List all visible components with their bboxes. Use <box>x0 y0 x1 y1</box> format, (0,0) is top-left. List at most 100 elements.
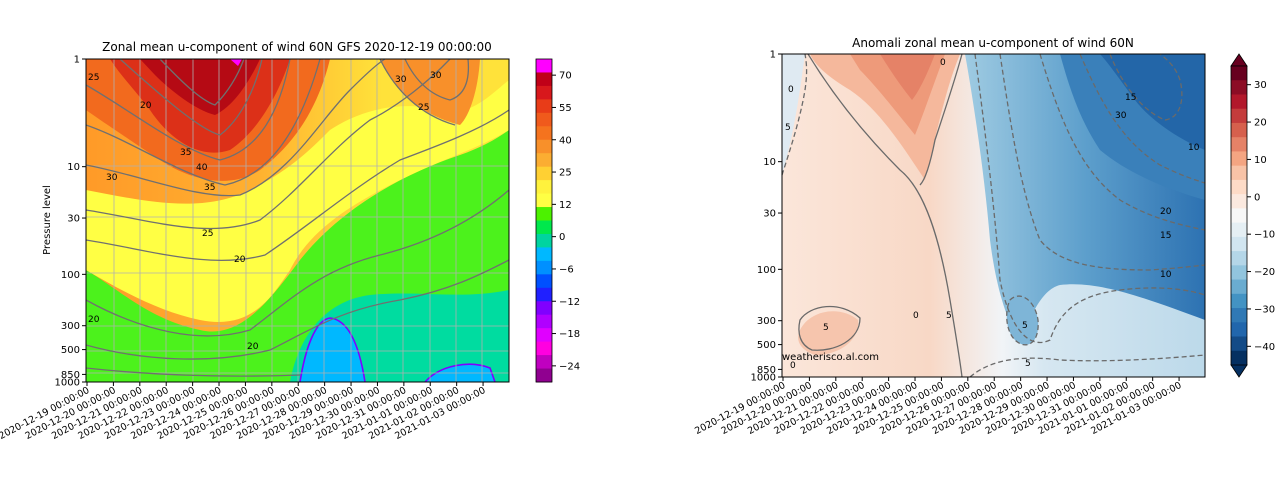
colorbar-tick-label: 0 <box>559 232 565 243</box>
y-tick-label: 1000 <box>751 373 776 384</box>
contour-label: 15 <box>1160 231 1171 241</box>
colorbar-swatch <box>536 180 552 195</box>
y-tick-label: 300 <box>757 316 776 327</box>
colorbar-swatch <box>1231 279 1247 295</box>
contour-label: 25 <box>88 73 99 83</box>
contour-label: 20 <box>140 101 152 111</box>
colorbar-extend-bottom <box>1230 364 1248 378</box>
chart-panel-right: Anomali zonal mean u-component of wind 6… <box>693 36 1275 437</box>
colorbar-swatch <box>536 341 552 356</box>
contour-label: 40 <box>196 163 208 173</box>
contour-labels: 0 5 0 5 5 0 5 15 30 10 20 15 10 5 0 <box>785 58 1200 371</box>
contour-lines <box>798 53 963 378</box>
colorbar-tick-label: 12 <box>559 200 572 211</box>
colorbar-swatch <box>536 328 552 343</box>
colorbar-swatch <box>1231 322 1247 338</box>
colorbar-tick-label: −40 <box>1254 342 1275 353</box>
colorbar-swatch <box>536 274 552 289</box>
colorbar-swatch <box>1231 336 1247 352</box>
colorbar-swatch <box>536 153 552 168</box>
contour-label: 5 <box>1025 359 1031 369</box>
contour-label: 20 <box>1160 207 1172 217</box>
contour-label: 10 <box>1160 270 1172 280</box>
contour-label: 10 <box>1188 143 1200 153</box>
colorbar-swatch <box>536 301 552 316</box>
colorbar-tick-label: −6 <box>559 264 574 275</box>
colorbar-swatch <box>1231 222 1247 238</box>
y-tick-label: 500 <box>757 340 776 351</box>
colorbar-tick-label: 10 <box>1254 155 1267 166</box>
contour-label: 5 <box>1022 321 1028 331</box>
colorbar-swatch <box>536 247 552 262</box>
y-tick-label: 30 <box>67 214 80 225</box>
colorbar-swatch <box>536 139 552 154</box>
colorbar-swatch <box>536 112 552 127</box>
colorbar-swatch <box>1231 251 1247 266</box>
colorbar-tick-label: −10 <box>1254 230 1275 241</box>
y-tick-label: 10 <box>763 157 776 168</box>
y-axis-label: Pressure level <box>42 185 53 255</box>
colorbar-swatch <box>1231 108 1247 124</box>
colorbar-tick-label: −18 <box>559 329 580 340</box>
watermark-text: weatherisco.al.com <box>782 352 879 363</box>
contour-label: 0 <box>790 361 796 371</box>
colorbar <box>535 58 553 383</box>
chart-panel-left: Zonal mean u-component of wind 60N GFS 2… <box>0 40 580 442</box>
colorbar-tick-label: −12 <box>559 297 580 308</box>
colorbar-swatch <box>536 72 552 87</box>
colorbar-tick-label: 20 <box>1254 118 1267 129</box>
contour-label: 0 <box>940 58 946 68</box>
y-tick-label: 500 <box>61 345 80 356</box>
colorbar-tick-label: −24 <box>559 361 580 372</box>
contour-lines-dashed <box>781 53 1206 378</box>
y-tick-label: 850 <box>61 370 80 381</box>
colorbar-frame <box>535 58 553 383</box>
colorbar-swatch <box>1231 350 1247 366</box>
colorbar-frame <box>1230 65 1248 366</box>
contour-label: 5 <box>823 323 829 333</box>
colorbar-swatch <box>536 85 552 100</box>
contour-label: 30 <box>106 173 118 183</box>
contour-label: 20 <box>234 255 246 265</box>
colorbar-swatch <box>1231 308 1247 323</box>
colorbar-swatch <box>536 368 552 383</box>
colorbar-swatch <box>1231 265 1247 281</box>
colorbar-swatch <box>536 314 552 329</box>
contour-label: 30 <box>1115 111 1127 121</box>
contour-label: 5 <box>785 123 791 133</box>
contour-labels: 25 20 30 25 30 35 40 30 35 25 20 20 20 <box>88 71 442 352</box>
colorbar-swatch <box>1231 137 1247 152</box>
contour-label: 0 <box>788 85 794 95</box>
colorbar-swatch <box>1231 151 1247 167</box>
colorbar-swatch <box>1231 179 1247 195</box>
colorbar-tick-label: −20 <box>1254 267 1275 278</box>
colorbar-swatch <box>1231 165 1247 181</box>
y-tick-label: 30 <box>763 209 776 220</box>
chart-title: Zonal mean u-component of wind 60N GFS 2… <box>102 40 492 54</box>
colorbar-tick-label: 30 <box>1254 80 1267 91</box>
colorbar-swatch <box>536 287 552 302</box>
contour-label: 5 <box>946 311 952 321</box>
y-tick-label: 1000 <box>55 378 80 389</box>
contour-lines <box>85 58 510 377</box>
colorbar-swatch <box>1231 94 1247 110</box>
colorbar-tick-label: 55 <box>559 103 572 114</box>
y-tick-label: 10 <box>67 162 80 173</box>
colorbar-swatch <box>1231 236 1247 252</box>
colorbar-swatch <box>536 220 552 235</box>
colorbar-extend-top <box>1230 53 1248 67</box>
y-tick-label: 1 <box>770 50 776 61</box>
colorbar-swatch <box>1231 122 1247 138</box>
colorbar-swatch <box>536 126 552 141</box>
colorbar-swatch <box>536 207 552 221</box>
colorbar-swatch <box>536 193 552 208</box>
y-tick-label: 1 <box>74 55 80 66</box>
contour-label: 20 <box>247 342 259 352</box>
colorbar-swatch <box>536 99 552 114</box>
colorbar-tick-label: 0 <box>1254 192 1260 203</box>
contour-label: 0 <box>913 311 919 321</box>
